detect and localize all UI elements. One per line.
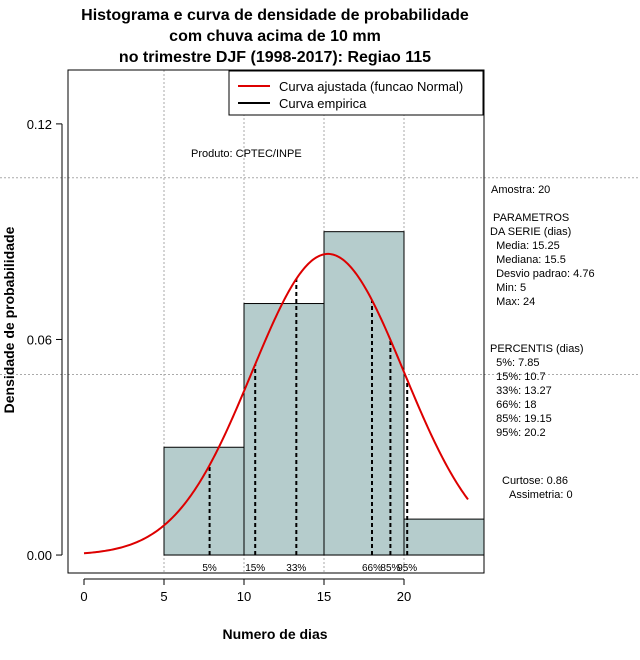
stat-kurtosis: Curtose: 0.86 (502, 475, 568, 487)
stat-sd: Desvio padrao: 4.76 (490, 268, 595, 280)
percentile-66: 66%: 18 (490, 399, 536, 411)
fitted-curve (83, 252, 469, 555)
stat-mean: Media: 15.25 (490, 240, 560, 252)
histogram-bar-3 (403, 518, 485, 556)
percentile-85: 85%: 19.15 (490, 413, 552, 425)
y-axis-label: Densidade de probabilidade (1, 226, 17, 413)
stat-sample: Amostra: 20 (491, 184, 550, 196)
fitted-normal-curve (83, 252, 469, 555)
percentile-label-3: 66% (362, 563, 382, 574)
y-tick-label-0: 0.00 (27, 548, 52, 563)
chart-title-line-2: com chuva acima de 10 mm (169, 28, 381, 45)
percentile-label-0: 5% (202, 563, 217, 574)
percentile-5: 5%: 7.85 (490, 357, 540, 369)
percentile-label-4: 85% (380, 563, 400, 574)
legend: Curva ajustada (funcao Normal) Curva emp… (228, 70, 484, 116)
percentile-label-1: 15% (245, 563, 265, 574)
legend-box (228, 70, 484, 116)
stat-median: Mediana: 15.5 (490, 254, 566, 266)
x-tick-label-0: 0 (80, 589, 87, 604)
histogram-bar-0 (163, 446, 245, 556)
x-axis-label: Numero de dias (222, 626, 327, 642)
x-tick-label-20: 20 (397, 589, 411, 604)
y-tick-label-2: 0.12 (27, 117, 52, 132)
stat-skewness: Assimetria: 0 (509, 489, 573, 501)
legend-empirical-label: Curva empirica (279, 96, 367, 111)
stat-min: Min: 5 (490, 282, 526, 294)
chart-title-line-3: no trimestre DJF (1998-2017): Regiao 115 (119, 49, 431, 66)
x-tick-label-15: 15 (317, 589, 331, 604)
percentile-15: 15%: 10.7 (490, 371, 546, 383)
plot-frame (67, 69, 485, 574)
stat-params-heading: PARAMETROS (490, 212, 569, 224)
stat-params-subheading: DA SERIE (dias) (490, 226, 571, 238)
stat-max: Max: 24 (490, 296, 535, 308)
histogram-bars (163, 231, 485, 556)
stats-panel: Amostra: 20 PARAMETROS DA SERIE (dias) M… (490, 184, 595, 501)
y-tick-label-1: 0.06 (27, 332, 52, 347)
histogram-bar-1 (243, 303, 325, 556)
percentile-33: 33%: 13.27 (490, 385, 552, 397)
percentile-label-2: 33% (286, 563, 306, 574)
percentis-heading: PERCENTIS (dias) (490, 343, 584, 355)
x-tick-label-10: 10 (237, 589, 251, 604)
chart-title-line-1: Histograma e curva de densidade de proba… (81, 7, 469, 24)
histogram-bar-2 (323, 231, 405, 556)
percentile-95: 95%: 20.2 (490, 427, 546, 439)
percentile-lines: 5% 15% 33% 66%85%95% (202, 278, 417, 574)
axes: 0 5 10 15 20 0.00 0.06 0.12 (27, 117, 412, 604)
legend-fitted-label: Curva ajustada (funcao Normal) (279, 79, 463, 94)
percentile-label-5: 95% (397, 563, 417, 574)
product-annotation: Produto: CPTEC/INPE (191, 148, 302, 160)
x-tick-label-5: 5 (160, 589, 167, 604)
